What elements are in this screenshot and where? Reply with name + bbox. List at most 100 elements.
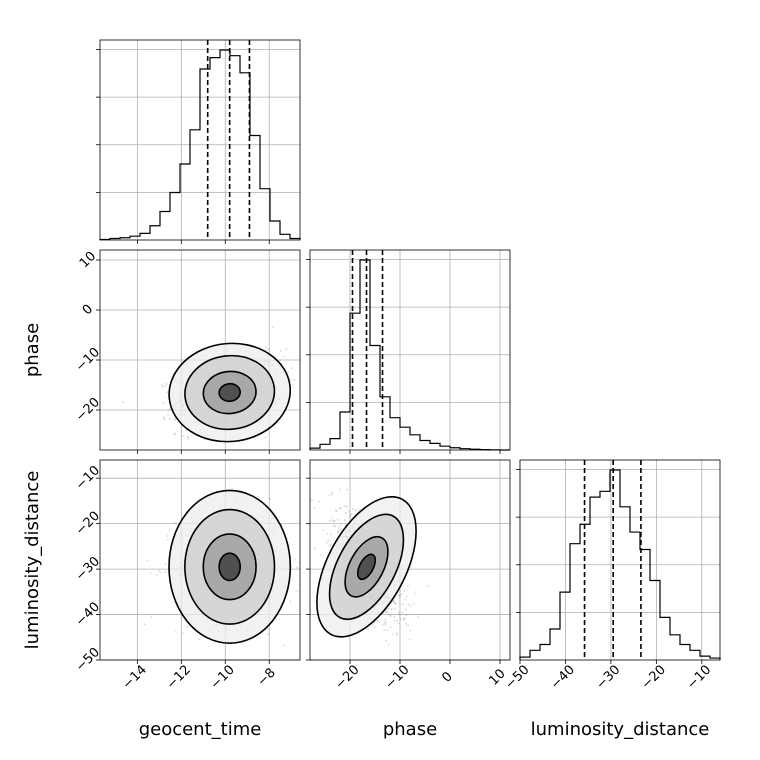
sample-point — [409, 605, 412, 608]
sample-point — [390, 602, 393, 605]
sample-point — [295, 589, 298, 592]
sample-point — [336, 518, 339, 521]
sample-point — [331, 517, 334, 520]
contour-line — [316, 496, 417, 638]
sample-point — [282, 355, 285, 358]
sample-point — [333, 519, 336, 522]
density-fill — [219, 553, 241, 581]
sample-point — [354, 509, 357, 512]
sample-point — [381, 624, 384, 627]
sample-point — [417, 615, 420, 618]
sample-point — [294, 558, 297, 561]
sample-point — [414, 592, 417, 595]
sample-point — [350, 513, 353, 516]
sample-point — [386, 611, 389, 614]
sample-point — [333, 524, 336, 527]
sample-point — [396, 619, 399, 622]
sample-point — [351, 507, 354, 510]
scatter-luminosity_distance_vs_geocent_time — [143, 487, 315, 647]
sample-point — [409, 629, 412, 632]
sample-point — [327, 539, 330, 542]
sample-point — [338, 488, 341, 491]
sample-point — [387, 643, 390, 646]
sample-point — [330, 533, 333, 536]
sample-point — [289, 378, 292, 381]
sample-point — [257, 495, 260, 498]
sample-point — [186, 625, 189, 628]
sample-point — [318, 500, 321, 503]
sample-point — [231, 487, 234, 490]
y-tick-label: −50 — [73, 645, 103, 675]
sample-point — [173, 418, 176, 421]
sample-point — [339, 524, 342, 527]
density-fill — [357, 554, 376, 580]
sample-point — [197, 638, 200, 641]
sample-point — [162, 401, 165, 404]
sample-point — [327, 544, 330, 547]
sample-point — [384, 621, 387, 624]
sample-point — [188, 469, 190, 471]
sample-point — [386, 628, 389, 631]
sample-point — [290, 367, 293, 370]
contour-line — [202, 533, 257, 601]
y-tick-label: 10 — [77, 249, 99, 271]
sample-point — [403, 617, 406, 620]
sample-point — [143, 623, 146, 626]
sample-point — [296, 566, 299, 569]
sample-point — [285, 348, 288, 351]
x-axis-label-luminosity_distance: luminosity_distance — [531, 719, 710, 740]
sample-point — [348, 510, 351, 513]
contour-line — [168, 489, 292, 644]
sample-point — [168, 408, 171, 411]
scatter-luminosity_distance_vs_phase — [310, 488, 430, 646]
sample-point — [404, 598, 407, 601]
x-tick-label: −30 — [593, 663, 623, 693]
sample-point — [313, 506, 316, 509]
sample-point — [339, 528, 342, 531]
sample-point — [427, 584, 430, 587]
x-tick-label: −10 — [383, 663, 413, 693]
sample-point — [406, 585, 409, 588]
sample-point — [319, 554, 322, 557]
x-tick-label: −10 — [208, 663, 238, 693]
sample-point — [404, 622, 407, 625]
sample-point — [332, 520, 335, 523]
x-tick-label: −14 — [120, 663, 150, 693]
sample-point — [165, 382, 168, 385]
sample-point — [167, 413, 170, 416]
sample-point — [334, 509, 337, 512]
sample-point — [160, 383, 163, 386]
x-tick-label: −20 — [333, 663, 363, 693]
x-tick-label: −20 — [639, 663, 669, 693]
sample-point — [401, 592, 404, 595]
sample-point — [158, 569, 161, 572]
sample-point — [339, 507, 342, 510]
sample-point — [396, 634, 399, 637]
y-tick-label: −10 — [73, 345, 103, 375]
sample-point — [167, 409, 170, 412]
sample-point — [403, 589, 406, 592]
sample-point — [337, 526, 340, 529]
sample-point — [408, 638, 411, 641]
sample-point — [164, 418, 167, 421]
contour-line — [328, 513, 405, 621]
sample-point — [286, 371, 289, 374]
axes-frame — [99, 459, 301, 661]
sample-point — [402, 619, 405, 622]
sample-point — [336, 531, 339, 534]
sample-point — [159, 571, 162, 574]
sample-point — [168, 529, 171, 532]
sample-point — [337, 531, 340, 534]
sample-point — [328, 494, 331, 497]
histogram-luminosity_distance — [519, 469, 721, 660]
sample-point — [395, 632, 398, 635]
sample-point — [302, 398, 304, 400]
sample-point — [328, 520, 331, 523]
sample-point — [149, 572, 152, 575]
y-tick-label: −20 — [73, 509, 103, 539]
histogram-geocent_time — [99, 49, 301, 241]
sample-point — [313, 554, 315, 556]
sample-point — [164, 570, 167, 573]
sample-point — [291, 384, 294, 387]
